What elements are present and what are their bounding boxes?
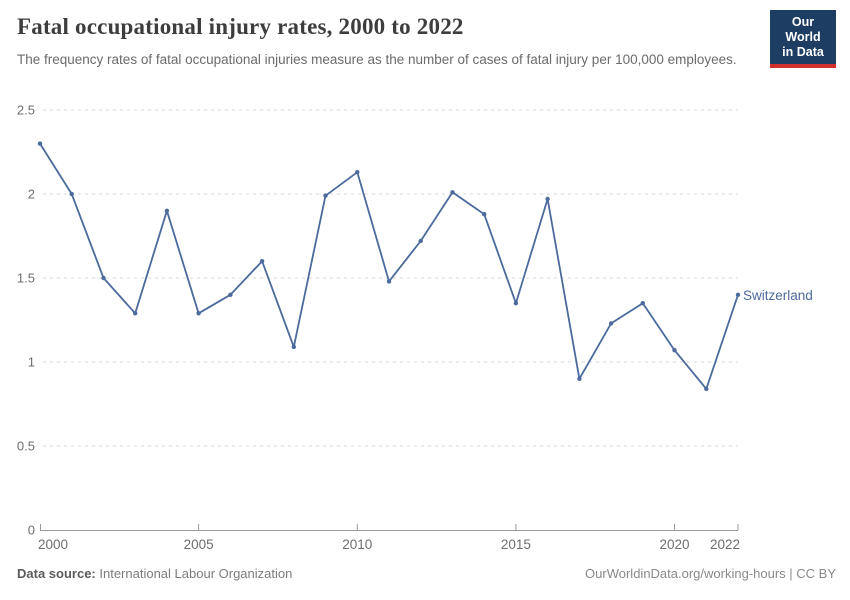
data-point[interactable] (608, 321, 614, 326)
data-point[interactable] (69, 191, 74, 197)
data-point[interactable] (577, 376, 582, 381)
y-tick-label: 0 (28, 523, 35, 538)
data-point[interactable] (101, 275, 106, 281)
data-point[interactable] (418, 238, 423, 244)
data-point[interactable] (704, 386, 709, 392)
data-source-label: Data source: (17, 566, 96, 581)
owid-logo-line1: Our World (785, 15, 821, 44)
data-point[interactable] (513, 301, 519, 306)
data-point[interactable] (196, 311, 201, 316)
data-point[interactable] (228, 292, 233, 297)
data-point[interactable] (259, 259, 265, 264)
y-tick-label: 1 (28, 355, 35, 370)
data-point[interactable] (323, 193, 328, 198)
data-point[interactable] (133, 311, 138, 316)
data-point[interactable] (482, 212, 487, 217)
data-point[interactable] (37, 141, 43, 146)
y-tick-label: 0.5 (17, 439, 35, 454)
series-end-label[interactable]: Switzerland (743, 288, 813, 303)
data-point[interactable] (735, 292, 741, 297)
x-tick-label: 2015 (501, 537, 531, 552)
data-point[interactable] (386, 279, 392, 284)
data-point[interactable] (640, 301, 645, 306)
data-point[interactable] (672, 348, 677, 353)
chart-subtitle: The frequency rates of fatal occupationa… (17, 52, 737, 67)
data-source-value: International Labour Organization (99, 566, 293, 581)
page-title: Fatal occupational injury rates, 2000 to… (17, 14, 464, 39)
series-line (39, 142, 739, 390)
x-tick-label: 2022 (710, 537, 740, 552)
data-source: Data source: International Labour Organi… (17, 566, 292, 581)
y-tick-label: 2.5 (17, 103, 35, 118)
data-point[interactable] (164, 208, 170, 213)
owid-logo-line2: in Data (782, 45, 824, 59)
data-point[interactable] (545, 196, 550, 202)
chart-footer: Data source: International Labour Organi… (0, 566, 850, 588)
y-tick-label: 1.5 (17, 271, 35, 286)
credit-link[interactable]: OurWorldinData.org/working-hours | CC BY (585, 566, 836, 581)
x-tick-label: 2010 (342, 537, 372, 552)
x-tick-label: 2000 (38, 537, 68, 552)
x-tick-label: 2020 (659, 537, 689, 552)
y-tick-label: 2 (28, 187, 35, 202)
x-tick-label: 2005 (184, 537, 214, 552)
data-point[interactable] (450, 190, 455, 195)
data-point[interactable] (355, 170, 360, 175)
owid-logo[interactable]: Our World in Data (770, 10, 836, 68)
data-point[interactable] (291, 344, 296, 350)
